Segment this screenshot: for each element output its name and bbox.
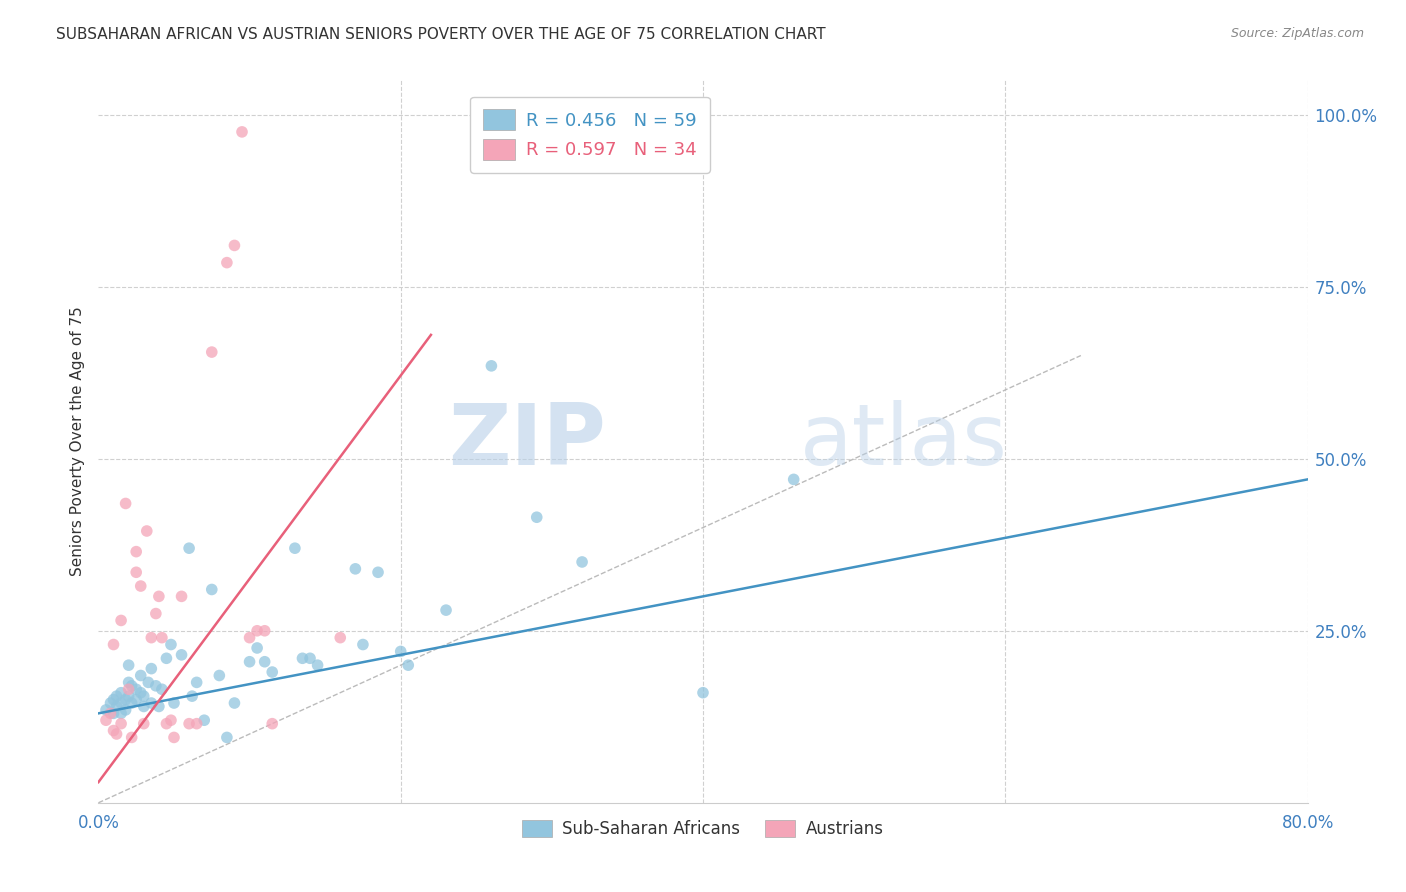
Point xyxy=(141,631,163,645)
Point xyxy=(129,579,152,593)
Point xyxy=(692,686,714,700)
Point xyxy=(179,541,201,556)
Point xyxy=(150,682,173,697)
Point xyxy=(110,686,132,700)
Point xyxy=(253,655,276,669)
Point xyxy=(110,706,132,721)
Point xyxy=(246,640,269,655)
Point xyxy=(132,689,155,703)
Point xyxy=(103,706,125,721)
Point xyxy=(148,590,170,604)
Point xyxy=(783,472,806,486)
Text: ZIP: ZIP xyxy=(449,400,606,483)
Point xyxy=(103,692,125,706)
Point xyxy=(118,658,141,673)
Point xyxy=(239,631,262,645)
Point xyxy=(118,675,141,690)
Point xyxy=(145,679,167,693)
Point xyxy=(155,716,177,731)
Point xyxy=(231,125,253,139)
Point xyxy=(141,696,163,710)
Point xyxy=(103,638,125,652)
Point xyxy=(262,716,284,731)
Point xyxy=(118,689,141,703)
Point xyxy=(434,603,457,617)
Point xyxy=(155,651,177,665)
Point xyxy=(94,703,117,717)
Point xyxy=(201,345,224,359)
Point xyxy=(125,544,148,558)
Point xyxy=(105,689,128,703)
Point xyxy=(352,638,374,652)
Point xyxy=(135,524,157,538)
Point xyxy=(121,731,143,745)
Point xyxy=(208,668,231,682)
Point xyxy=(110,696,132,710)
Point xyxy=(110,614,132,628)
Point xyxy=(103,723,125,738)
Point xyxy=(291,651,314,665)
Point xyxy=(114,496,136,510)
Point xyxy=(215,731,238,745)
Point xyxy=(129,686,152,700)
Point xyxy=(148,699,170,714)
Point xyxy=(224,696,246,710)
Point xyxy=(114,703,136,717)
Point xyxy=(125,566,148,580)
Point xyxy=(100,706,122,721)
Point xyxy=(571,555,593,569)
Point xyxy=(299,651,322,665)
Point xyxy=(253,624,276,638)
Point xyxy=(118,682,141,697)
Point xyxy=(121,696,143,710)
Point xyxy=(160,713,183,727)
Point xyxy=(246,624,269,638)
Point xyxy=(193,713,215,727)
Point xyxy=(181,689,204,703)
Point xyxy=(132,716,155,731)
Point xyxy=(160,638,183,652)
Point xyxy=(186,716,208,731)
Point xyxy=(307,658,329,673)
Point xyxy=(179,716,201,731)
Text: SUBSAHARAN AFRICAN VS AUSTRIAN SENIORS POVERTY OVER THE AGE OF 75 CORRELATION CH: SUBSAHARAN AFRICAN VS AUSTRIAN SENIORS P… xyxy=(56,27,825,42)
Text: atlas: atlas xyxy=(800,400,1008,483)
Point xyxy=(145,607,167,621)
Point xyxy=(163,731,186,745)
Point xyxy=(526,510,548,524)
Point xyxy=(396,658,419,673)
Point xyxy=(215,255,238,269)
Point xyxy=(125,682,148,697)
Text: Source: ZipAtlas.com: Source: ZipAtlas.com xyxy=(1230,27,1364,40)
Point xyxy=(163,696,186,710)
Point xyxy=(141,662,163,676)
Point xyxy=(110,716,132,731)
Point xyxy=(170,590,193,604)
Point xyxy=(132,699,155,714)
Point xyxy=(201,582,224,597)
Point xyxy=(100,696,122,710)
Point xyxy=(224,238,246,252)
Point xyxy=(186,675,208,690)
Point xyxy=(136,675,159,690)
Point xyxy=(129,668,152,682)
Point xyxy=(367,566,389,580)
Point xyxy=(94,713,117,727)
Y-axis label: Seniors Poverty Over the Age of 75: Seniors Poverty Over the Age of 75 xyxy=(69,307,84,576)
Point xyxy=(170,648,193,662)
Point xyxy=(114,692,136,706)
Point xyxy=(481,359,503,373)
Point xyxy=(344,562,367,576)
Legend: Sub-Saharan Africans, Austrians: Sub-Saharan Africans, Austrians xyxy=(516,814,890,845)
Point xyxy=(125,692,148,706)
Point xyxy=(284,541,307,556)
Point xyxy=(389,644,412,658)
Point xyxy=(105,699,128,714)
Point xyxy=(239,655,262,669)
Point xyxy=(105,727,128,741)
Point xyxy=(329,631,352,645)
Point xyxy=(150,631,173,645)
Point xyxy=(262,665,284,679)
Point xyxy=(121,679,143,693)
